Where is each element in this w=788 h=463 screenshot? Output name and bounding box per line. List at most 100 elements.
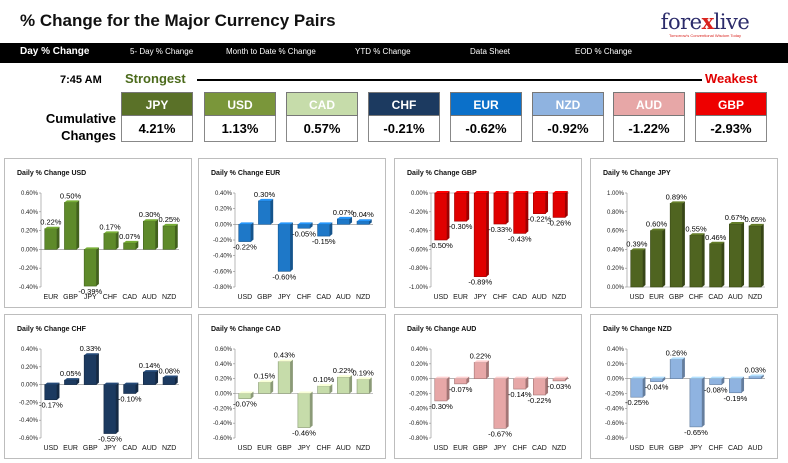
nav-5day-change[interactable]: 5- Day % Change — [130, 47, 194, 56]
data-label: -0.26% — [547, 218, 571, 227]
data-label: -0.43% — [508, 234, 532, 243]
data-label: 0.17% — [99, 222, 121, 231]
bar-nzd — [552, 191, 568, 218]
x-tick-label: NZD — [162, 294, 176, 301]
nav-mtd-change[interactable]: Month to Date % Change — [226, 47, 316, 56]
chart-title: Daily % Change NZD — [603, 326, 672, 333]
y-tick-label: 0.00% — [411, 191, 429, 197]
nav-eod-change[interactable]: EOD % Change — [575, 47, 632, 56]
data-label: -0.14% — [508, 390, 532, 399]
bar-jpy — [103, 382, 119, 434]
y-tick-label: 0.00% — [411, 377, 429, 383]
data-label: 0.03% — [745, 365, 767, 374]
bar-chart: Daily % Change JPY1.00%0.80%0.60%0.40%0.… — [603, 170, 766, 301]
y-tick-label: -0.80% — [605, 436, 625, 442]
y-tick-label: -0.20% — [605, 392, 625, 398]
y-tick-label: 0.40% — [215, 191, 233, 197]
currency-box-jpy: JPY 4.21% — [121, 92, 193, 142]
bar-gbp — [83, 353, 99, 385]
data-label: -0.07% — [449, 385, 473, 394]
bar-jpy — [83, 247, 99, 287]
data-label: 0.26% — [666, 348, 688, 357]
chart-panel-gbp: Daily % Change GBP 0.00% -0.20% -0.40% -0.60… — [394, 158, 582, 308]
data-label: -0.04% — [645, 383, 669, 392]
data-label: -0.22% — [528, 215, 552, 224]
nav-ytd-change[interactable]: YTD % Change — [355, 47, 411, 56]
bar-nzd — [748, 223, 764, 288]
x-tick-label: CAD — [728, 445, 743, 452]
chart-panel-cad: Daily % Change CAD 0.60% 0.40% 0.20% 0.00% -0… — [198, 314, 386, 459]
data-label: -0.60% — [272, 272, 296, 281]
data-label: 0.25% — [159, 215, 181, 224]
y-tick-label: -0.20% — [409, 392, 429, 398]
x-tick-label: CHF — [689, 294, 703, 301]
x-tick-label: EUR — [453, 294, 468, 301]
x-tick-label: CAD — [708, 294, 723, 301]
y-tick-label: -0.40% — [19, 418, 39, 424]
x-tick-label: CHF — [317, 445, 331, 452]
currency-code: JPY — [121, 92, 193, 116]
x-tick-label: CAD — [122, 294, 137, 301]
currency-cumulative-value: 1.13% — [204, 116, 276, 142]
nav-data-sheet[interactable]: Data Sheet — [470, 47, 511, 56]
data-label: -0.50% — [429, 241, 453, 250]
currency-box-eur: EUR -0.62% — [450, 92, 522, 142]
bar-aud — [748, 374, 764, 379]
y-tick-label: 0.40% — [21, 210, 39, 216]
x-tick-label: CHF — [513, 445, 527, 452]
y-tick-label: -0.40% — [213, 421, 233, 427]
x-tick-label: JPY — [278, 294, 291, 301]
y-tick-label: 0.80% — [607, 210, 625, 216]
data-label: -0.15% — [312, 237, 336, 246]
y-tick-label: 0.00% — [607, 377, 625, 383]
bar-aud — [533, 191, 549, 214]
cumulative-changes-label: Cumulative Changes — [26, 110, 116, 144]
currency-code: NZD — [532, 92, 604, 116]
bar-chf — [689, 233, 705, 288]
bar-eur — [64, 378, 80, 385]
x-tick-label: JPY — [690, 445, 703, 452]
strongest-label: Strongest — [125, 71, 186, 86]
y-tick-label: -0.60% — [213, 436, 233, 442]
bar-nzd — [552, 376, 568, 382]
currency-cumulative-value: 4.21% — [121, 116, 193, 142]
data-label: 0.08% — [159, 366, 181, 375]
x-tick-label: USD — [237, 294, 252, 301]
bar-chart: Daily % Change AUD0.40%0.20%0.00%-0.20%-… — [407, 326, 571, 452]
bar-eur — [258, 380, 274, 394]
data-label: -0.22% — [528, 396, 552, 405]
bar-nzd — [162, 375, 178, 385]
bar-jpy — [689, 376, 705, 428]
y-tick-label: 0.60% — [607, 229, 625, 235]
bar-jpy — [493, 376, 509, 429]
bar-cad — [709, 241, 725, 288]
timestamp: 7:45 AM — [60, 74, 102, 86]
forexlive-logo[interactable]: forexlive Tomorrow's Conventional Wisdom… — [650, 9, 760, 43]
nav-day-change[interactable]: Day % Change — [20, 46, 90, 57]
x-tick-label: EUR — [63, 445, 78, 452]
x-tick-label: CAD — [532, 445, 547, 452]
bar-gbp — [258, 198, 274, 225]
bar-chf — [317, 384, 333, 394]
data-label: -0.55% — [98, 435, 122, 444]
x-tick-label: CAD — [316, 294, 331, 301]
y-tick-label: -0.20% — [409, 210, 429, 216]
currency-cumulative-value: 0.57% — [286, 116, 358, 142]
data-label: 0.50% — [60, 191, 82, 200]
data-label: -0.17% — [39, 401, 63, 410]
y-tick-label: 0.20% — [411, 362, 429, 368]
data-label: 0.19% — [353, 368, 375, 377]
data-label: -0.30% — [449, 222, 473, 231]
x-tick-label: EUR — [453, 445, 468, 452]
data-label: 0.05% — [60, 369, 82, 378]
bar-usd — [434, 191, 450, 241]
chart-panel-nzd: Daily % Change NZD 0.40% 0.20% 0.00% -0.20% -… — [590, 314, 778, 459]
data-label: -0.25% — [625, 398, 649, 407]
x-tick-label: NZD — [356, 445, 370, 452]
data-label: 0.43% — [274, 351, 296, 360]
data-label: -0.10% — [118, 395, 142, 404]
bar-chf — [493, 191, 509, 225]
data-label: 0.39% — [626, 239, 648, 248]
x-tick-label: GBP — [83, 445, 98, 452]
data-label: 0.15% — [254, 371, 276, 380]
